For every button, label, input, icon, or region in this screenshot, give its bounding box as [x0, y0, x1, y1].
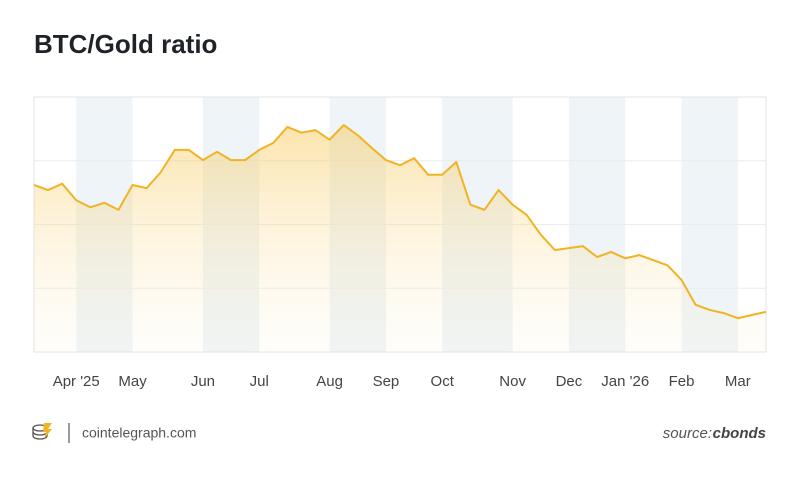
chart-title: BTC/Gold ratio [34, 29, 217, 59]
x-tick-label: Dec [556, 373, 583, 390]
x-tick-label: Apr '25 [53, 373, 100, 390]
source-name: cbonds [713, 425, 766, 442]
x-tick-label: Aug [316, 373, 343, 390]
x-tick-label: Nov [499, 373, 526, 390]
plot [33, 124, 767, 352]
x-tick-label: Sep [373, 373, 400, 390]
x-tick-label: Mar [725, 373, 751, 390]
x-tick-label: Oct [431, 373, 455, 390]
x-tick-label: May [118, 373, 147, 390]
x-tick-label: Jan '26 [601, 373, 649, 390]
line [33, 124, 767, 320]
x-tick-label: Jul [250, 373, 269, 390]
logo [32, 423, 70, 443]
source-label: source: [663, 425, 712, 442]
brand: cointelegraph.com [82, 425, 196, 441]
x-tick-label: Feb [669, 373, 695, 390]
x-tick-label: Jun [191, 373, 215, 390]
area [34, 125, 766, 352]
